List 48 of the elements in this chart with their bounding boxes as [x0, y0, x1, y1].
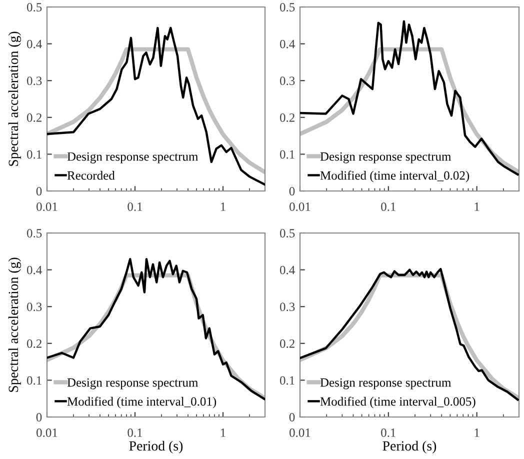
y-tick-label: 0.4 [280, 40, 295, 48]
y-tick-label: 0.5 [26, 229, 42, 238]
y-tick-label: 0.1 [26, 150, 42, 159]
y-tick-label: 0.3 [280, 302, 295, 312]
y-tick-label: 0 [289, 413, 295, 422]
y-tick-label: 0.1 [26, 376, 42, 385]
x-tick-label: 0.1 [381, 202, 396, 211]
legend-label: Modified (time interval_0.01) [67, 396, 216, 408]
y-tick-label: 0.5 [280, 229, 295, 238]
y-tick-label: 0.3 [26, 76, 42, 86]
x-tick-label: 1 [474, 202, 480, 211]
legend-label: Design response spectrum [320, 152, 452, 164]
x-axis-title: Period (s) [382, 440, 436, 454]
x-tick-label: 0.01 [290, 428, 310, 437]
x-tick-label: 0.1 [381, 428, 396, 437]
y-tick-label: 0.5 [26, 3, 42, 12]
legend-label: Design response spectrum [320, 378, 452, 390]
y-tick-label: 0.4 [26, 266, 42, 274]
x-tick-label: 0.01 [36, 428, 58, 437]
y-tick-label: 0 [289, 187, 295, 196]
y-tick-label: 0.4 [280, 266, 295, 274]
y-tick-label: 0 [36, 187, 42, 196]
legend-label: Recorded [67, 170, 115, 180]
legend-label: Design response spectrum [67, 152, 198, 164]
x-tick-label: 0.1 [128, 202, 142, 211]
y-tick-label: 0.2 [280, 339, 294, 348]
y-tick-label: 0.2 [26, 339, 42, 348]
x-tick-label: 1 [474, 428, 480, 437]
legend-label: Modified (time interval_0.02) [320, 170, 470, 182]
legend-label: Modified (time interval_0.005) [320, 396, 476, 408]
y-tick-label: 0.2 [26, 113, 42, 122]
y-tick-label: 0.2 [280, 113, 294, 122]
y-tick-label: 0.5 [280, 3, 295, 12]
x-tick-label: 0.1 [128, 428, 142, 437]
x-axis-title: Period (s) [129, 440, 183, 454]
y-tick-label: 0.1 [280, 376, 294, 385]
x-tick-label: 0.01 [36, 202, 58, 211]
y-tick-label: 0.3 [280, 76, 295, 86]
legend-label: Design response spectrum [67, 378, 198, 390]
x-tick-label: 1 [220, 428, 226, 437]
x-tick-label: 0.01 [290, 202, 310, 211]
y-tick-label: 0 [36, 413, 42, 422]
y-tick-label: 0.1 [280, 150, 294, 159]
y-tick-label: 0.4 [26, 40, 42, 48]
y-tick-label: 0.3 [26, 302, 42, 312]
x-tick-label: 1 [220, 202, 226, 211]
y-axis-title: Spectral acceleration (g) [8, 32, 21, 166]
y-axis-title: Spectral acceleration (g) [8, 258, 21, 392]
